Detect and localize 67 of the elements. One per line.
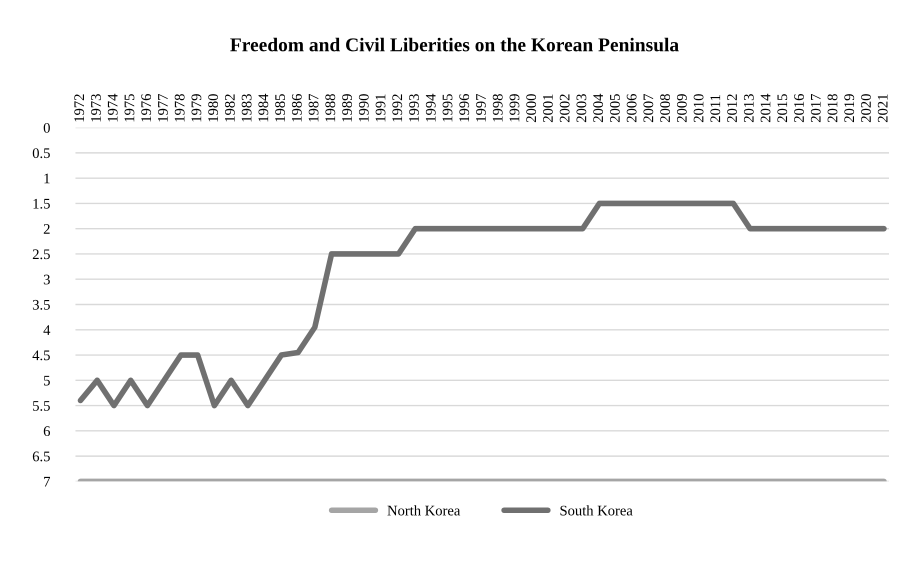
x-tick-label: 2002 xyxy=(560,94,570,122)
legend-label: North Korea xyxy=(387,505,460,516)
x-tick-label: 1975 xyxy=(124,94,134,122)
x-tick-label: 1997 xyxy=(476,94,486,122)
x-tick-label: 2020 xyxy=(861,94,871,122)
x-tick-label: 2012 xyxy=(727,94,737,122)
x-tick-label: 2016 xyxy=(794,94,804,122)
x-tick-label: 1993 xyxy=(409,94,419,122)
x-tick-label: 1984 xyxy=(258,94,268,122)
x-tick-label: 2003 xyxy=(576,94,586,122)
x-tick-label: 1991 xyxy=(376,94,386,122)
x-tick-label: 1974 xyxy=(108,94,118,122)
y-tick-label: 4 xyxy=(43,325,50,335)
x-tick-label: 2021 xyxy=(878,94,888,122)
x-tick-label: 2017 xyxy=(810,94,821,122)
x-tick-label: 1990 xyxy=(358,94,369,122)
y-tick-label: 6.5 xyxy=(32,452,50,462)
x-tick-label: 2010 xyxy=(694,94,704,122)
legend-label: South Korea xyxy=(560,505,633,516)
y-tick-label: 4.5 xyxy=(32,350,50,360)
y-tick-label: 3 xyxy=(44,274,50,284)
y-tick-label: 2 xyxy=(44,224,50,234)
y-tick-label: 6 xyxy=(44,426,50,436)
x-tick-label: 2011 xyxy=(710,94,720,122)
x-tick-label: 1983 xyxy=(242,94,252,122)
x-tick-label: 2008 xyxy=(660,94,670,122)
x-tick-label: 2009 xyxy=(676,94,687,122)
y-tick-label: 2.5 xyxy=(32,249,50,260)
x-tick-label: 1994 xyxy=(426,94,436,122)
x-tick-label: 1989 xyxy=(342,94,352,122)
x-tick-label: 2019 xyxy=(844,94,854,122)
x-tick-label: 2000 xyxy=(526,94,536,122)
y-tick-label: 5.5 xyxy=(33,401,50,411)
x-tick-label: 1999 xyxy=(510,94,520,122)
x-tick-label: 1982 xyxy=(224,94,235,122)
x-tick-label: 1972 xyxy=(74,94,84,122)
x-tick-label: 2004 xyxy=(593,94,604,122)
x-tick-label: 1978 xyxy=(174,94,185,122)
x-tick-label: 2013 xyxy=(744,94,754,122)
y-tick-label: 7 xyxy=(44,476,50,486)
x-tick-label: 2005 xyxy=(610,94,620,122)
x-tick-label: 1998 xyxy=(492,94,503,122)
x-tick-label: 1976 xyxy=(141,94,152,122)
x-tick-label: 1992 xyxy=(392,94,402,122)
y-tick-label: 1.5 xyxy=(34,198,50,209)
y-tick-label: 1 xyxy=(44,174,50,184)
y-tick-label: 0 xyxy=(44,122,50,133)
y-tick-label: 3.5 xyxy=(32,300,50,310)
x-tick-label: 1979 xyxy=(192,94,202,122)
x-tick-label: 2006 xyxy=(626,94,637,122)
x-tick-label: 2018 xyxy=(828,94,838,122)
y-tick-label: 5 xyxy=(44,376,50,386)
chart-title: Freedom and Civil Liberities on the Korean Peninsula xyxy=(230,38,679,52)
x-tick-label: 2014 xyxy=(760,94,770,122)
x-tick-label: 1986 xyxy=(292,94,302,122)
x-tick-label: 1973 xyxy=(91,94,101,122)
x-tick-label: 1995 xyxy=(442,94,452,122)
x-tick-label: 1980 xyxy=(208,94,218,122)
x-tick-label: 1985 xyxy=(275,94,285,122)
y-tick-label: 0.5 xyxy=(32,148,50,158)
x-tick-label: 1988 xyxy=(325,94,336,122)
x-tick-label: 2001 xyxy=(542,94,553,122)
x-tick-label: 1987 xyxy=(308,94,318,122)
x-tick-label: 2015 xyxy=(777,94,788,122)
x-tick-label: 1977 xyxy=(158,94,168,122)
x-tick-label: 2007 xyxy=(643,94,654,122)
x-tick-label: 1996 xyxy=(459,94,470,122)
